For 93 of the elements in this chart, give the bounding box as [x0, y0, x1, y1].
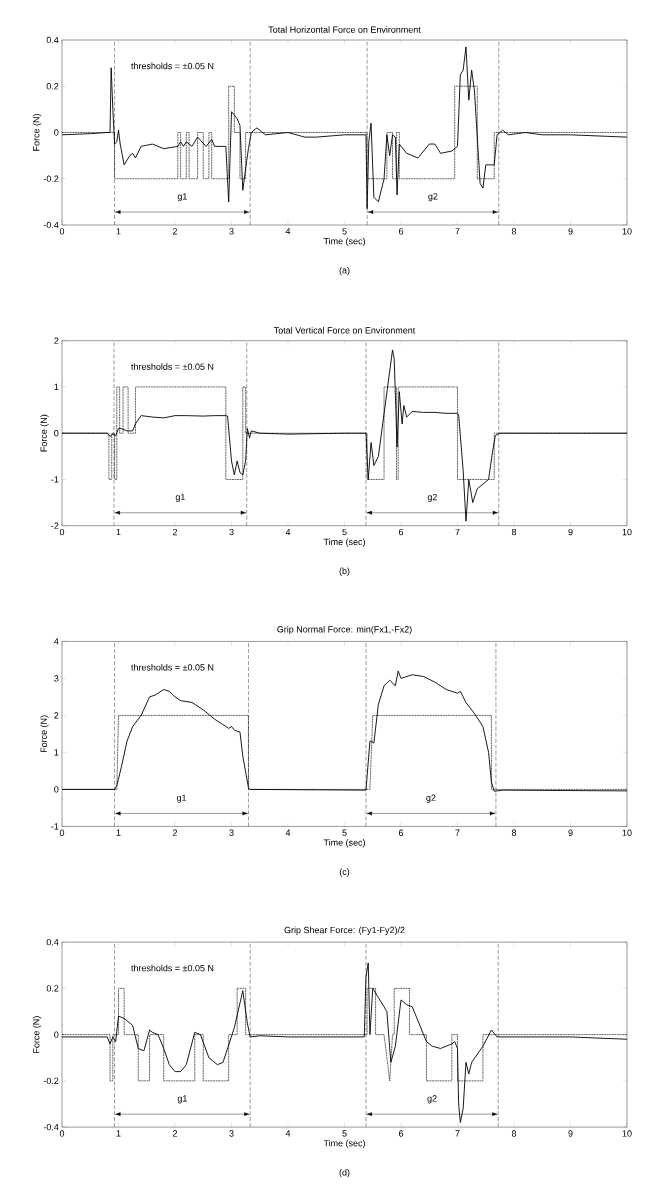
y-tick-label: 0 — [54, 430, 59, 437]
x-tick-label: 1 — [116, 528, 121, 536]
x-tick-label: 3 — [229, 528, 234, 536]
y-tick-label: -0.4 — [43, 1123, 59, 1131]
x-tick-label: 0 — [59, 528, 65, 536]
x-tick-label: 9 — [568, 528, 573, 536]
annotation: g1 — [177, 1095, 187, 1104]
y-tick-label: 0 — [54, 786, 59, 793]
chart-title: Grip Shear Force: (Fy1-Fy2)/2 — [284, 926, 405, 935]
annotation: g2 — [427, 493, 437, 503]
x-tick-label: 7 — [455, 1130, 460, 1137]
y-tick-label: -0.2 — [43, 1077, 59, 1085]
x-tick-label: 3 — [229, 228, 234, 235]
y-tick-label: 0.4 — [46, 36, 59, 44]
x-tick-label: 5 — [342, 829, 347, 836]
text: (c) — [339, 868, 350, 877]
y-axis-title: Force (N) — [32, 114, 42, 151]
chart-title: Total Horizontal Force on Environment — [268, 26, 421, 33]
x-tick-label: 9 — [568, 228, 573, 235]
x-tick-label: 10 — [622, 228, 632, 235]
y-tick-label: -0.2 — [43, 175, 59, 182]
annotation: g1 — [175, 493, 185, 502]
y-tick-label: 4 — [54, 638, 59, 645]
x-tick-label: 8 — [511, 829, 517, 836]
x-tick-label: 9 — [568, 1130, 573, 1137]
x-axis-title: Time (sec) — [323, 538, 365, 547]
x-tick-label: 0 — [59, 228, 65, 235]
x-tick-label: 6 — [398, 228, 404, 235]
annotation: thresholds = ±0.05 N — [131, 363, 214, 370]
x-tick-label: 2 — [172, 228, 178, 235]
annotation: g2 — [427, 1095, 437, 1104]
x-tick-label: 6 — [398, 829, 404, 836]
x-tick-label: 0 — [59, 1130, 65, 1137]
y-tick-label: 0.2 — [46, 985, 59, 992]
x-tick-label: 10 — [622, 528, 632, 536]
x-tick-label: 6 — [398, 528, 404, 536]
x-tick-label: 7 — [455, 228, 460, 235]
y-tick-label: 1 — [54, 749, 59, 756]
x-tick-label: 10 — [622, 1130, 632, 1137]
x-tick-label: 4 — [285, 829, 291, 836]
y-tick-label: 0.4 — [46, 938, 59, 946]
y-tick-label: -1 — [51, 476, 59, 483]
chart-title: Total Vertical Force on Environment — [273, 326, 416, 334]
y-tick-label: 2 — [54, 712, 59, 719]
x-tick-label: 7 — [455, 829, 460, 836]
x-tick-label: 2 — [172, 829, 178, 836]
x-tick-label: 5 — [342, 528, 347, 536]
y-tick-label: -1 — [51, 823, 59, 830]
y-axis-title: Force (N) — [40, 715, 49, 753]
y-axis-title: Force (N) — [32, 1016, 42, 1053]
annotation: thresholds = ±0.05 N — [131, 664, 214, 671]
x-tick-label: 5 — [342, 1130, 347, 1137]
text: (b) — [339, 567, 350, 576]
x-axis-title: Time (sec) — [323, 1139, 365, 1149]
x-tick-label: 8 — [511, 228, 517, 235]
annotation: thresholds = ±0.05 N — [131, 62, 214, 70]
x-tick-label: 8 — [511, 1130, 517, 1137]
x-tick-label: 2 — [172, 528, 178, 536]
x-tick-label: 8 — [511, 528, 517, 536]
x-tick-label: 1 — [116, 1130, 121, 1137]
annotation: g2 — [426, 794, 436, 803]
annotation: thresholds = ±0.05 N — [131, 964, 214, 972]
x-tick-label: 5 — [342, 228, 347, 235]
x-tick-label: 4 — [285, 228, 291, 235]
y-axis-title: Force (N) — [40, 414, 49, 452]
text: (a) — [339, 266, 350, 276]
x-tick-label: 2 — [172, 1130, 178, 1137]
x-tick-label: 1 — [116, 228, 121, 235]
y-tick-label: 2 — [54, 337, 59, 344]
chart-title: Grip Normal Force: min(Fx1,-Fx2) — [277, 625, 412, 635]
x-tick-label: 1 — [116, 829, 121, 836]
y-tick-label: 0.2 — [46, 83, 59, 90]
x-axis-title: Time (sec) — [323, 237, 365, 247]
x-tick-label: 7 — [455, 528, 460, 536]
annotation: g2 — [428, 193, 438, 202]
y-tick-label: -2 — [51, 522, 59, 529]
annotation: g1 — [176, 794, 187, 803]
x-tick-label: 10 — [622, 829, 632, 836]
x-tick-label: 0 — [59, 829, 65, 836]
y-tick-label: 3 — [54, 675, 59, 682]
y-tick-label: 1 — [54, 383, 59, 391]
x-tick-label: 6 — [398, 1130, 404, 1137]
text: (d) — [339, 1169, 350, 1178]
x-tick-label: 3 — [229, 829, 234, 836]
annotation: g1 — [177, 193, 187, 202]
y-tick-label: 0 — [54, 129, 59, 136]
y-tick-label: 0 — [54, 1031, 59, 1038]
x-axis-title: Time (sec) — [323, 839, 365, 848]
x-tick-label: 9 — [568, 829, 573, 836]
x-tick-label: 4 — [285, 528, 291, 536]
y-tick-label: -0.4 — [43, 221, 59, 229]
x-tick-label: 3 — [229, 1130, 234, 1137]
x-tick-label: 4 — [285, 1130, 291, 1137]
